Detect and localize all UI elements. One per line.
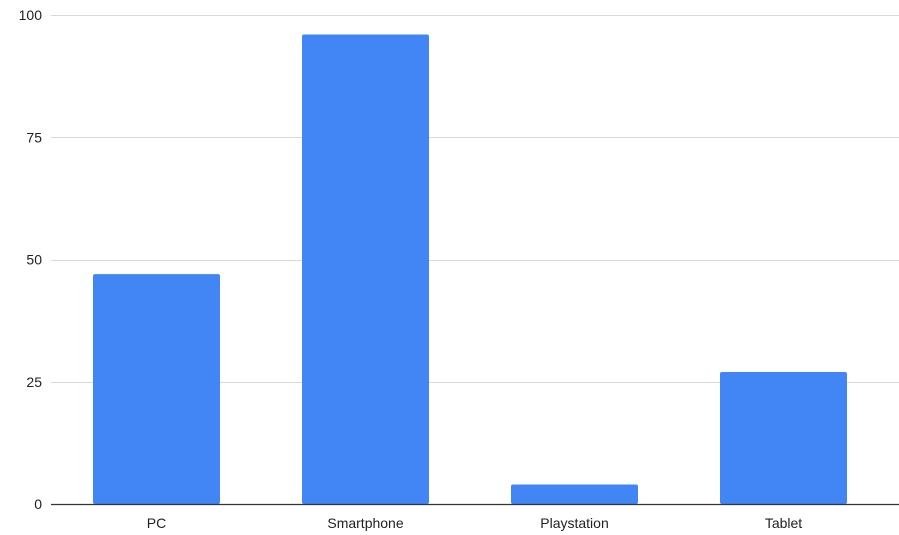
x-tick-label: Playstation [540,515,608,531]
x-tick-label: Tablet [765,515,802,531]
x-axis-tick-labels: PC Smartphone Playstation Tablet [147,515,803,531]
y-tick-label: 0 [34,496,42,512]
bar-smartphone [302,34,429,505]
bar-tablet [720,371,847,504]
y-tick-label: 50 [26,252,42,268]
x-tick-label: PC [147,515,166,531]
bars [93,34,847,505]
bar-pc [93,274,220,504]
y-tick-label: 75 [26,129,42,145]
y-axis-tick-labels: 0 25 50 75 100 [19,7,43,512]
y-tick-label: 25 [26,374,42,390]
y-tick-label: 100 [19,7,43,23]
x-tick-label: Smartphone [327,515,403,531]
bar-playstation [511,484,638,504]
